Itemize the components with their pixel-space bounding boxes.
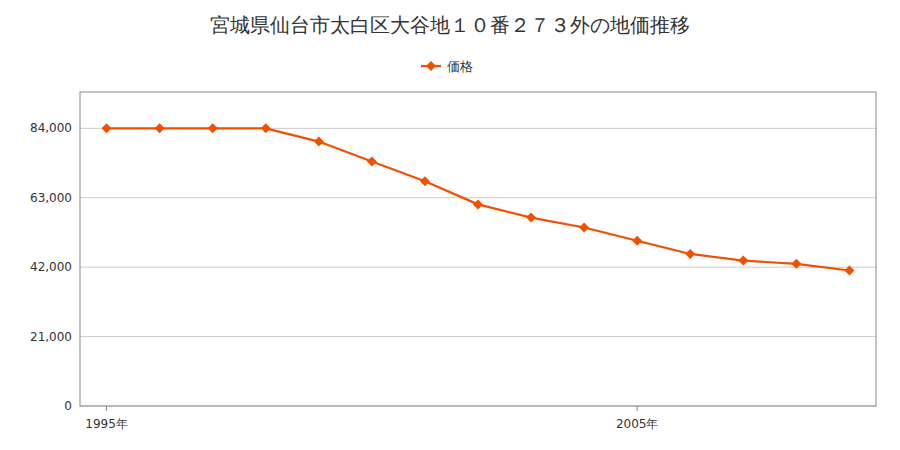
marker — [632, 236, 642, 246]
marker — [155, 123, 165, 133]
x-tick — [637, 406, 638, 411]
marker — [473, 199, 483, 209]
chart-container: 宮城県仙台市太白区大谷地１０番２７３外の地価推移 0 21,000 42,000 63,… — [0, 0, 900, 450]
marker — [420, 176, 430, 186]
y-tick-label: 84,000 — [30, 121, 72, 135]
marker — [208, 123, 218, 133]
y-tick-label: 21,000 — [30, 330, 72, 344]
legend-marker — [426, 61, 436, 71]
marker — [261, 123, 271, 133]
marker — [738, 256, 748, 266]
marker — [579, 223, 589, 233]
marker — [844, 265, 854, 275]
grid-line — [80, 336, 876, 337]
marker — [791, 259, 801, 269]
legend-label: 価格 — [447, 59, 473, 74]
marker — [526, 213, 536, 223]
x-tick-label: 1995年 — [85, 417, 128, 431]
marker — [685, 249, 695, 259]
line — [107, 128, 850, 270]
marker — [367, 156, 377, 166]
marker — [314, 137, 324, 147]
y-tick-label: 42,000 — [30, 260, 72, 274]
y-tick-label: 63,000 — [30, 191, 72, 205]
chart-svg: 宮城県仙台市太白区大谷地１０番２７３外の地価推移 0 21,000 42,000 63,… — [0, 0, 900, 450]
marker — [102, 123, 112, 133]
x-tick-label: 2005年 — [616, 417, 659, 431]
title: 宮城県仙台市太白区大谷地１０番２７３外の地価推移 — [210, 13, 690, 37]
x-tick — [106, 406, 107, 411]
grid-line — [80, 197, 876, 198]
data-group — [102, 123, 855, 275]
grid-line — [80, 267, 876, 268]
axes: 0 21,000 42,000 63,000 84,000 1995年 2005年 — [30, 92, 876, 431]
legend: 価格 — [421, 59, 473, 74]
y-tick-label: 0 — [64, 399, 72, 413]
plot-frame — [80, 92, 876, 406]
